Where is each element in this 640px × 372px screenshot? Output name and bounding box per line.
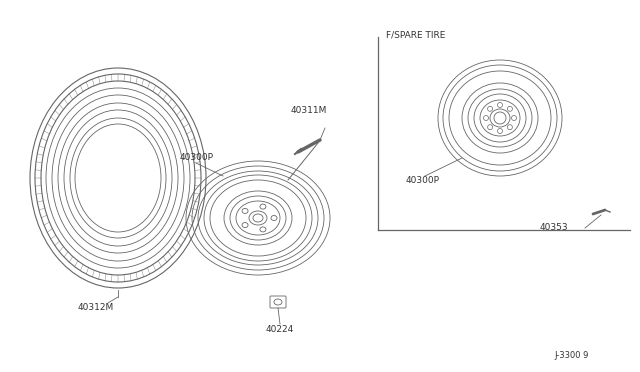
Text: 40353: 40353 bbox=[540, 223, 568, 232]
Text: F/SPARE TIRE: F/SPARE TIRE bbox=[386, 30, 445, 39]
Text: 40312M: 40312M bbox=[78, 303, 115, 312]
Text: 40300P: 40300P bbox=[406, 176, 440, 185]
Text: 40224: 40224 bbox=[266, 325, 294, 334]
Text: 40311M: 40311M bbox=[291, 106, 328, 115]
Text: J-3300 9: J-3300 9 bbox=[555, 351, 589, 360]
Text: 40300P: 40300P bbox=[180, 153, 214, 162]
